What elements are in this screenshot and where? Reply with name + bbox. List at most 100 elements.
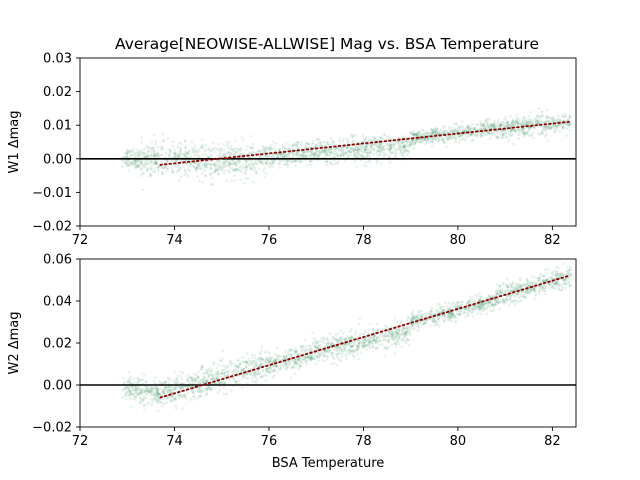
w1-data-point [187,168,190,171]
w1-data-point [243,181,246,184]
w2-data-point [210,377,213,381]
w1-data-point [541,121,544,124]
w1-data-point [139,151,142,154]
w1-data-point [558,130,562,133]
w1-data-point [222,154,226,158]
w1-data-point [230,147,233,151]
w1-data-point [521,127,525,131]
w1-data-point [336,161,340,165]
w2-data-point [401,332,405,336]
w1-data-point [482,124,486,127]
w2-data-point [242,374,245,378]
w2-data-point [406,328,410,331]
w1-data-point [204,163,207,167]
w1-data-point [264,161,268,164]
w2-data-point [309,356,312,360]
w2-data-point [264,379,268,382]
w2-data-point [351,344,354,348]
w2-data-point [294,358,297,361]
w1-data-point [437,132,440,136]
w1-data-point [202,145,205,149]
w1-data-point [491,124,495,127]
w1-data-point [321,144,324,148]
w2-data-point [525,290,528,294]
w2-data-point [137,377,140,380]
w1-data-point [344,152,348,156]
w1-data-point [449,129,452,132]
w2-data-point [369,336,373,340]
w2-data-point [137,379,141,382]
w2-data-point [374,339,378,342]
w1-data-point [163,166,167,169]
w1-data-point [404,148,408,152]
w2-data-point [172,398,175,401]
w1-data-point [361,155,365,158]
w1-data-point [468,127,471,131]
w1-data-point [529,126,533,129]
w2-data-point [124,397,128,401]
w2-data-point [509,299,513,303]
w1-data-point [376,159,379,162]
w2-data-point [218,388,221,392]
w1-data-point [553,130,556,134]
w1-data-point [224,164,228,167]
w1-data-point [461,137,464,140]
w1-data-point [548,116,551,120]
w2-data-point [348,337,352,341]
w1-data-point [506,124,509,128]
w2-data-point [156,388,160,391]
w2-data-point [145,392,149,395]
w1-data-point [542,128,545,132]
w1-data-point [186,156,189,159]
w1-data-point [496,120,500,124]
w1-data-point [416,139,420,142]
w2-data-point [438,325,441,328]
w1-data-point [140,150,143,154]
w1-data-point [414,134,418,137]
w2-data-point [301,344,305,348]
w2-data-point [184,395,187,398]
w2-data-point [144,380,148,384]
w1-data-point [208,163,211,166]
w2-data-point [338,348,342,351]
w1-data-point [363,143,367,147]
w1-data-point [425,138,429,141]
w1-data-point [150,154,153,157]
w1-data-point [363,139,367,142]
w1-data-point [168,151,171,155]
w1-data-point [229,153,232,157]
w2-x-tick-label: 78 [355,434,372,449]
w2-data-point [218,381,222,385]
w1-data-point [547,124,550,127]
w2-data-point [337,341,341,345]
w2-data-point [224,370,227,374]
w2-data-point [175,385,179,389]
w1-data-point [299,160,303,164]
w1-data-point [398,151,402,154]
w2-data-point [354,343,357,347]
w1-data-point [295,153,299,156]
w1-data-point [252,164,255,167]
w1-data-point [458,128,462,131]
w1-data-point [262,148,265,152]
w2-data-point [466,308,470,312]
w2-data-point [226,370,229,373]
w1-data-point [246,144,249,148]
w2-data-point [284,349,287,353]
w2-data-point [214,381,217,385]
w1-data-point [411,133,414,136]
w1-data-point [204,162,208,165]
w1-data-point [125,155,129,158]
w1-data-point [505,132,508,136]
w1-fit-line [159,120,570,166]
w2-data-point [137,386,140,389]
w2-data-point [245,372,248,376]
w2-data-point [322,355,326,358]
w1-data-point [447,136,451,140]
w1-data-point [403,150,407,153]
w1-data-point [520,122,523,125]
w1-data-point [233,152,236,156]
w1-data-point [415,138,419,141]
w1-data-point [357,148,361,151]
w1-data-point [183,139,187,142]
